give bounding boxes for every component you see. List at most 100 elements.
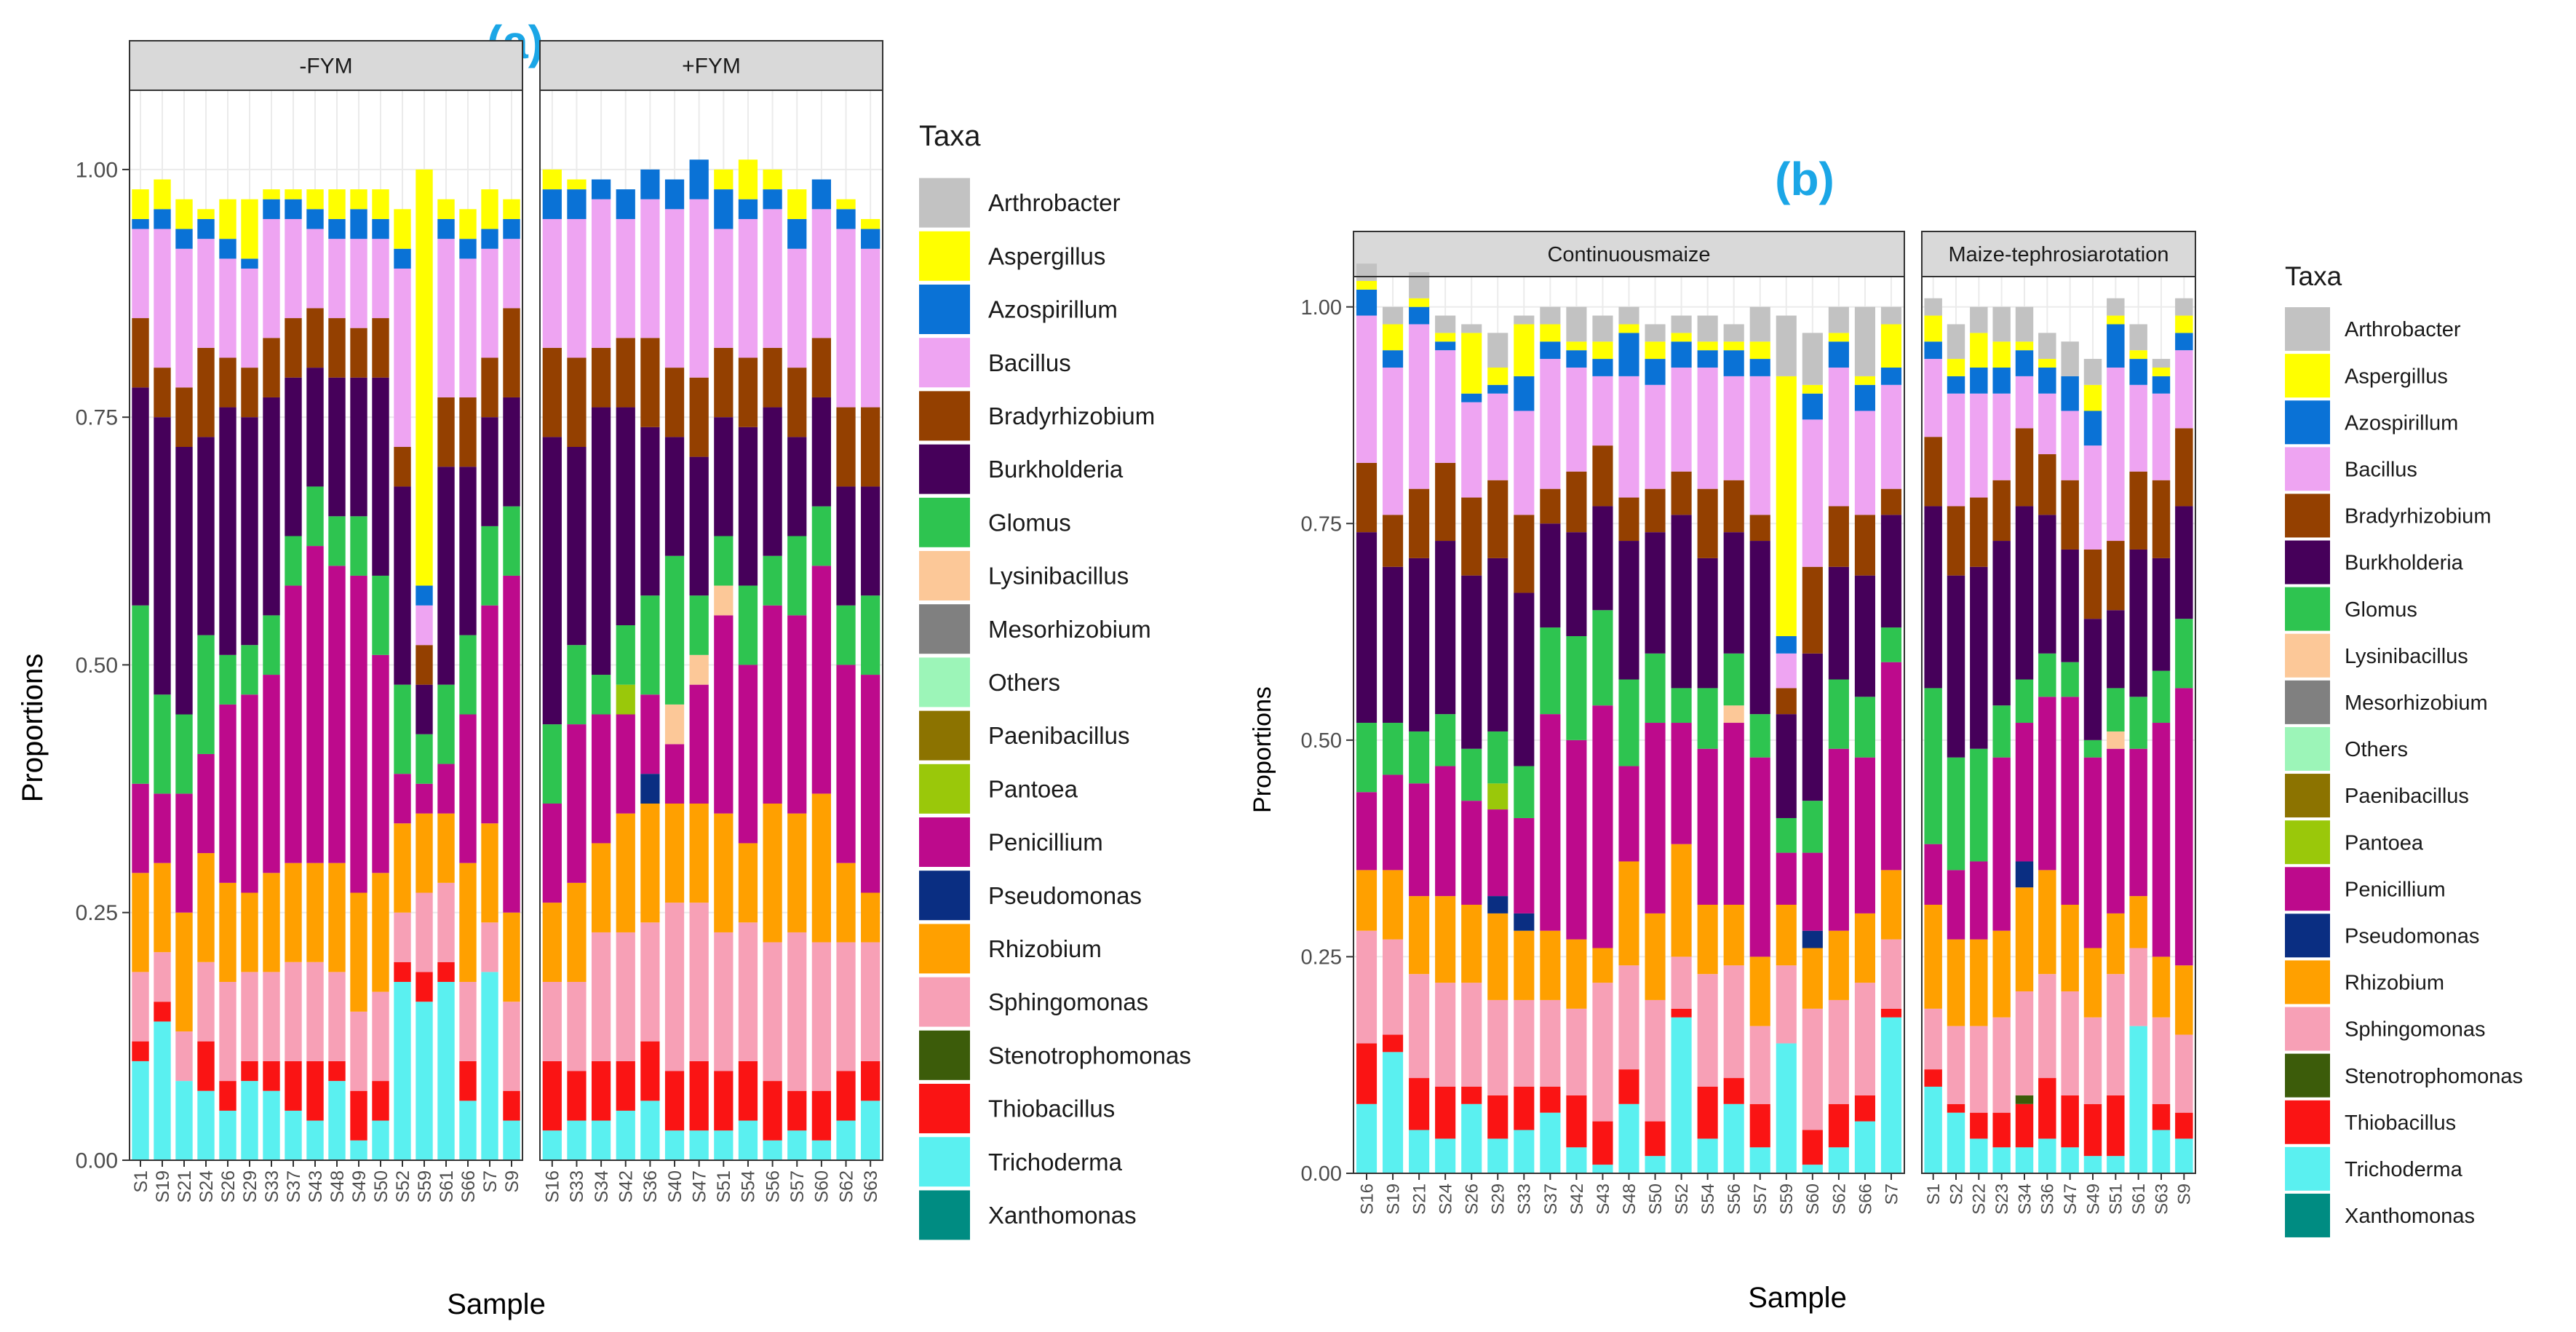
bar-segment-bradyrhizobium	[1566, 471, 1587, 533]
bar-stack	[2038, 333, 2056, 1173]
bar-segment-thiobacillus	[1723, 1078, 1744, 1104]
bar-segment-bacillus	[263, 218, 280, 338]
bar-segment-bradyrhizobium	[1970, 497, 1988, 567]
bar-segment-rhizobium	[664, 804, 685, 903]
bar-stack	[1671, 315, 1692, 1173]
legend-item: Rhizobium	[2285, 960, 2444, 1004]
bar-segment-thiobacillus	[2152, 1103, 2171, 1130]
bar-segment-sphingomonas	[219, 982, 236, 1082]
sample-label: S62	[836, 1170, 856, 1202]
bar-segment-bacillus	[787, 248, 807, 368]
sample-label: S47	[2061, 1184, 2080, 1215]
bar-segment-penicillium	[567, 724, 587, 883]
bar-segment-azospirillum	[1828, 341, 1849, 368]
bar-segment-burkholderia	[616, 407, 635, 625]
bar-segment-trichoderma	[1970, 1138, 1988, 1173]
bar-segment-aspergillus	[567, 179, 587, 190]
legend: Taxa Arthrobacter Aspergillus Azospirillum B…	[2285, 261, 2523, 1237]
facet-strip-label: Continuousmaize	[1547, 243, 1710, 266]
bar-segment-azospirillum	[2061, 376, 2079, 411]
legend-label: Trichoderma	[988, 1149, 1123, 1176]
bar-segment-sphingomonas	[1461, 983, 1482, 1087]
bar-segment-arthrobacter	[1566, 306, 1587, 342]
bar-segment-glomus	[1749, 714, 1770, 758]
x-axis-title: Sample	[447, 1288, 546, 1320]
bar-segment-glomus	[1618, 679, 1639, 766]
bar-segment-glomus	[1409, 731, 1430, 784]
bar-segment-thiobacillus	[1514, 1086, 1535, 1130]
bar-segment-burkholderia	[1383, 566, 1404, 724]
bar-segment-penicillium	[1776, 852, 1797, 905]
bar-segment-azospirillum	[1540, 341, 1561, 360]
legend-item: Others	[2285, 726, 2408, 771]
legend-swatch	[2285, 1053, 2330, 1098]
bar-segment-burkholderia	[1854, 575, 1875, 697]
bar-segment-rhizobium	[1540, 930, 1561, 1000]
facet-strip-label: Maize-tephrosiarotation	[1948, 243, 2168, 266]
bar-segment-azospirillum	[350, 209, 367, 239]
bar-segment-azospirillum	[1723, 350, 1744, 376]
bar-segment-rhizobium	[567, 882, 587, 982]
bar-segment-thiobacillus	[1880, 1008, 1902, 1018]
bar-segment-bacillus	[1383, 367, 1404, 515]
bar-segment-trichoderma	[416, 1002, 433, 1160]
bar-segment-sphingomonas	[2175, 1034, 2193, 1113]
bar-segment-bacillus	[175, 248, 193, 388]
bar-segment-penicillium	[1697, 748, 1718, 905]
bar-segment-thiobacillus	[1802, 1130, 1823, 1165]
bar-segment-thiobacillus	[2083, 1103, 2102, 1157]
bar-segment-burkholderia	[1802, 653, 1823, 801]
bar-segment-arthrobacter	[1749, 306, 1770, 342]
sample-label: S24	[196, 1170, 217, 1203]
bar-segment-azospirillum	[503, 218, 520, 239]
legend-swatch	[2285, 820, 2330, 865]
bar-segment-thiobacillus	[664, 1071, 685, 1131]
bar-segment-aspergillus	[459, 209, 477, 239]
bar-stack	[1461, 324, 1482, 1173]
bar-segment-glomus	[2038, 653, 2056, 697]
bar-segment-penicillium	[1592, 705, 1613, 948]
bar-segment-burkholderia	[1435, 541, 1456, 715]
bar-segment-thiobacillus	[2175, 1112, 2193, 1139]
bar-stack	[350, 189, 367, 1160]
bar-segment-azospirillum	[689, 159, 709, 199]
bar-segment-trichoderma	[1435, 1138, 1456, 1173]
bar-segment-bacillus	[459, 258, 477, 397]
bar-segment-trichoderma	[481, 972, 498, 1160]
bar-segment-burkholderia	[2015, 506, 2034, 680]
bar-segment-bradyrhizobium	[2107, 541, 2125, 611]
bar-segment-azospirillum	[1487, 384, 1508, 394]
bar-segment-trichoderma	[437, 982, 455, 1160]
bar-segment-penicillium	[1618, 766, 1639, 862]
bar-stack	[1487, 333, 1508, 1173]
bar-stack	[567, 179, 587, 1160]
bar-stack	[1540, 306, 1561, 1173]
y-tick-label: 0.75	[1301, 512, 1342, 536]
bar-segment-penicillium	[1435, 766, 1456, 897]
bar-segment-bradyrhizobium	[689, 377, 709, 457]
bar-segment-rhizobium	[1592, 948, 1613, 983]
bar-segment-trichoderma	[175, 1081, 193, 1160]
bar-segment-bradyrhizobium	[567, 357, 587, 447]
bar-segment-bradyrhizobium	[1802, 566, 1823, 654]
bar-segment-trichoderma	[1924, 1086, 1942, 1173]
legend-item: Mesorhizobium	[2285, 680, 2488, 724]
bar-stack	[481, 189, 498, 1160]
bar-segment-bacillus	[1592, 376, 1613, 446]
bar-segment-rhizobium	[1409, 896, 1430, 975]
sample-label: S29	[1489, 1184, 1508, 1215]
bar-segment-burkholderia	[1697, 558, 1718, 689]
sample-label: S34	[2015, 1184, 2035, 1215]
bar-segment-sphingomonas	[714, 932, 734, 1071]
bar-segment-azospirillum	[763, 189, 782, 210]
bar-segment-rhizobium	[132, 873, 149, 972]
bar-segment-penicillium	[132, 783, 149, 873]
bar-segment-bradyrhizobium	[1992, 480, 2011, 542]
bar-segment-burkholderia	[542, 437, 562, 725]
bar-segment-bradyrhizobium	[437, 397, 455, 467]
bar-segment-bacillus	[811, 209, 832, 338]
bar-segment-glomus	[263, 615, 280, 675]
bar-segment-rhizobium	[714, 813, 734, 932]
bar-segment-bacillus	[664, 209, 685, 368]
bar-segment-stenotrophomonas	[2015, 1095, 2034, 1104]
